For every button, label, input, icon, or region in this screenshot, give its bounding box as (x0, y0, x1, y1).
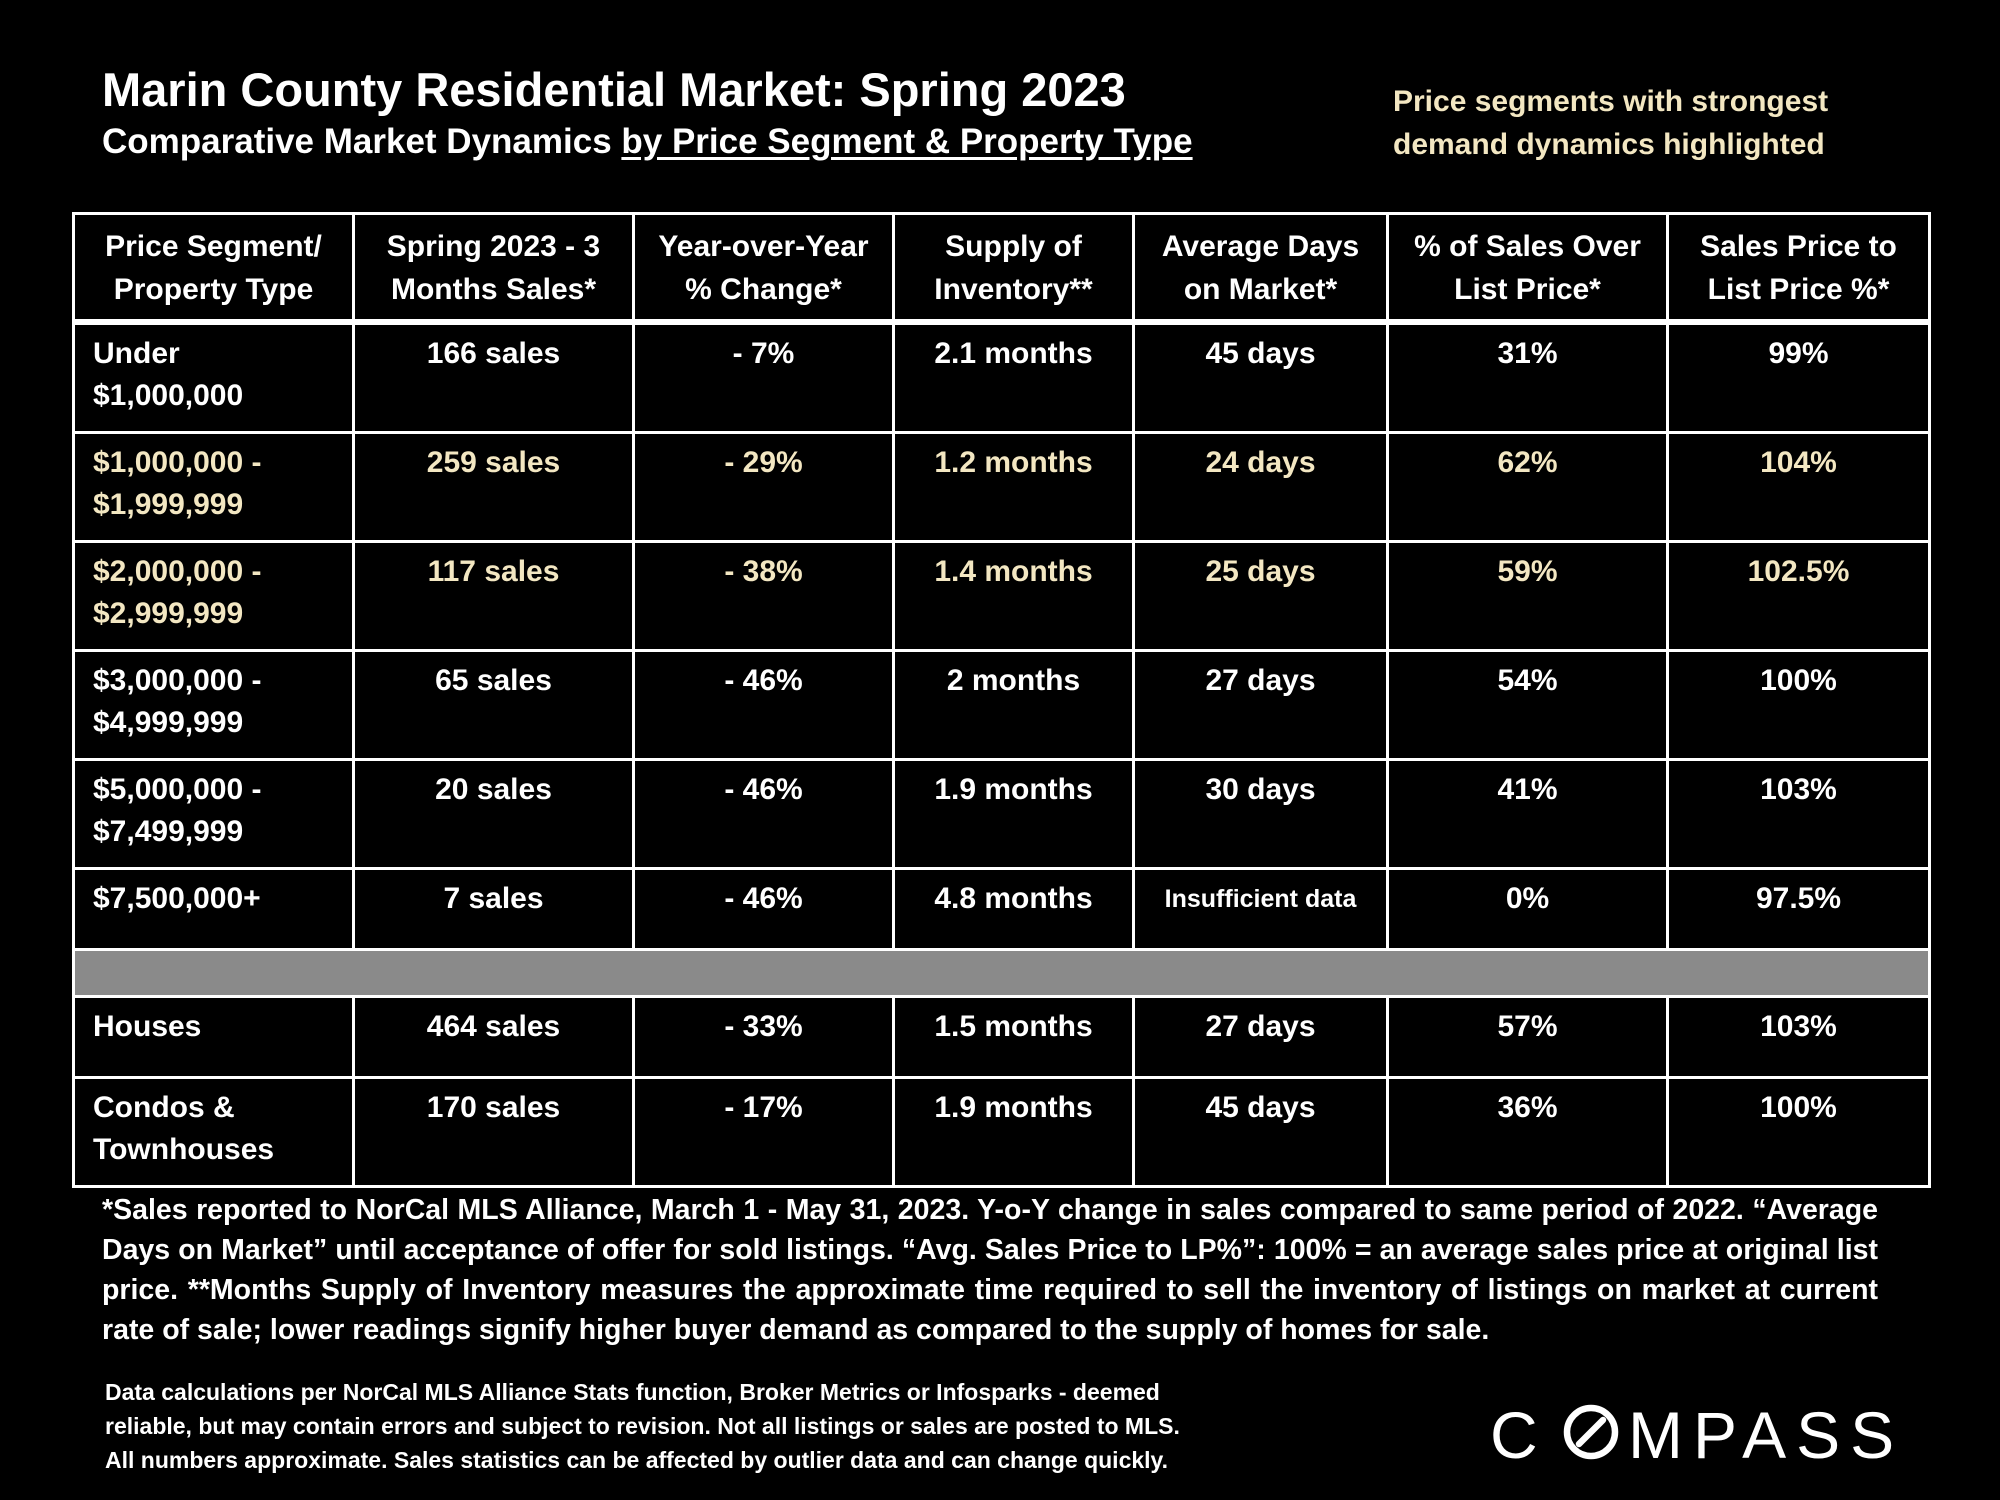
dom-cell: 24 days (1132, 431, 1389, 543)
table-row: Condos & Townhouses 170 sales - 17% 1.9 m… (72, 1076, 1931, 1188)
subtitle-underlined: by Price Segment & Property Type (621, 122, 1193, 161)
col-header-sp-lp: Sales Price to List Price %* (1666, 212, 1931, 325)
table-row-highlighted: $2,000,000 - $2,999,999 117 sales - 38% 1… (72, 540, 1931, 652)
disclaimer-line: All numbers approximate. Sales statistic… (105, 1447, 1169, 1473)
logo-o-ring (1563, 1404, 1619, 1460)
supply-cell: 1.5 months (892, 995, 1135, 1079)
over-list-cell: 59% (1386, 540, 1669, 652)
over-list-cell: 57% (1386, 995, 1669, 1079)
col-header-over-list: % of Sales Over List Price* (1386, 212, 1669, 325)
compass-logo: C MPASS (1490, 1398, 1904, 1472)
property-type-cell: Condos & Townhouses (72, 1076, 355, 1188)
table-header-row: Price Segment/Property Type Spring 2023 … (72, 212, 1931, 325)
supply-cell: 1.4 months (892, 540, 1135, 652)
sp-lp-cell: 103% (1666, 758, 1931, 870)
yoy-cell: - 46% (632, 758, 895, 870)
page-title: Marin County Residential Market: Spring … (102, 63, 1126, 116)
segment-cell: Under $1,000,000 (72, 320, 355, 434)
sales-cell: 7 sales (352, 867, 635, 951)
segment-cell: $7,500,000+ (72, 867, 355, 951)
separator-band (72, 948, 1931, 998)
sales-cell: 65 sales (352, 649, 635, 761)
yoy-cell: - 33% (632, 995, 895, 1079)
sales-cell: 166 sales (352, 320, 635, 434)
col-header-supply: Supply of Inventory** (892, 212, 1135, 325)
page-subtitle: Comparative Market Dynamics by Price Seg… (102, 122, 1193, 162)
sp-lp-cell: 97.5% (1666, 867, 1931, 951)
col-header-segment: Price Segment/Property Type (72, 212, 355, 325)
supply-cell: 1.9 months (892, 758, 1135, 870)
over-list-cell: 31% (1386, 320, 1669, 434)
disclaimer-line: Data calculations per NorCal MLS Allianc… (105, 1379, 1160, 1405)
sp-lp-cell: 102.5% (1666, 540, 1931, 652)
sales-cell: 117 sales (352, 540, 635, 652)
yoy-cell: - 17% (632, 1076, 895, 1188)
sales-cell: 20 sales (352, 758, 635, 870)
yoy-cell: - 38% (632, 540, 895, 652)
yoy-cell: - 46% (632, 867, 895, 951)
dom-cell: 27 days (1132, 995, 1389, 1079)
sales-cell: 170 sales (352, 1076, 635, 1188)
dom-cell: 25 days (1132, 540, 1389, 652)
yoy-cell: - 46% (632, 649, 895, 761)
sales-cell: 464 sales (352, 995, 635, 1079)
market-dynamics-table: Price Segment/Property Type Spring 2023 … (72, 212, 1931, 1188)
table-separator-row (72, 948, 1931, 998)
col-header-yoy: Year-over-Year% Change* (632, 212, 895, 325)
supply-cell: 1.9 months (892, 1076, 1135, 1188)
col-header-sales: Spring 2023 - 3 Months Sales* (352, 212, 635, 325)
col-header-dom: Average Days on Market* (1132, 212, 1389, 325)
yoy-cell: - 29% (632, 431, 895, 543)
table-row: Under $1,000,000 166 sales - 7% 2.1 month… (72, 320, 1931, 434)
supply-cell: 2.1 months (892, 320, 1135, 434)
highlight-note-line1: Price segments with strongest (1393, 85, 1829, 118)
sales-cell: 259 sales (352, 431, 635, 543)
sp-lp-cell: 103% (1666, 995, 1931, 1079)
yoy-cell: - 7% (632, 320, 895, 434)
sp-lp-cell: 99% (1666, 320, 1931, 434)
over-list-cell: 36% (1386, 1076, 1669, 1188)
table-row: $3,000,000 - $4,999,999 65 sales - 46% 2 … (72, 649, 1931, 761)
logo-o-slash (1575, 1416, 1607, 1448)
supply-cell: 2 months (892, 649, 1135, 761)
segment-cell: $2,000,000 - $2,999,999 (72, 540, 355, 652)
over-list-cell: 54% (1386, 649, 1669, 761)
over-list-cell: 0% (1386, 867, 1669, 951)
over-list-cell: 41% (1386, 758, 1669, 870)
table-row-highlighted: $1,000,000 - $1,999,999 259 sales - 29% 1… (72, 431, 1931, 543)
dom-cell: 45 days (1132, 1076, 1389, 1188)
segment-cell: $5,000,000 - $7,499,999 (72, 758, 355, 870)
sp-lp-cell: 100% (1666, 1076, 1931, 1188)
supply-cell: 1.2 months (892, 431, 1135, 543)
disclaimer-line: reliable, but may contain errors and sub… (105, 1413, 1180, 1439)
sp-lp-cell: 100% (1666, 649, 1931, 761)
dom-cell: 30 days (1132, 758, 1389, 870)
supply-cell: 4.8 months (892, 867, 1135, 951)
dom-cell: Insufficient data (1132, 867, 1389, 951)
segment-cell: $1,000,000 - $1,999,999 (72, 431, 355, 543)
logo-text-c: C (1490, 1398, 1542, 1472)
highlight-legend-note: Price segments with strongest demand dyn… (1393, 80, 1828, 166)
property-type-cell: Houses (72, 995, 355, 1079)
segment-cell: $3,000,000 - $4,999,999 (72, 649, 355, 761)
table-row: Houses 464 sales - 33% 1.5 months 27 day… (72, 995, 1931, 1079)
dom-cell: 45 days (1132, 320, 1389, 434)
table-row: $5,000,000 - $7,499,999 20 sales - 46% 1.… (72, 758, 1931, 870)
data-disclaimer: Data calculations per NorCal MLS Allianc… (105, 1375, 1325, 1477)
sp-lp-cell: 104% (1666, 431, 1931, 543)
logo-text-mpass: MPASS (1628, 1398, 1904, 1472)
highlight-note-line2: demand dynamics highlighted (1393, 128, 1825, 161)
subtitle-text: Comparative Market Dynamics (102, 122, 622, 161)
footnote: *Sales reported to NorCal MLS Alliance, … (102, 1194, 1878, 1346)
dom-cell: 27 days (1132, 649, 1389, 761)
over-list-cell: 62% (1386, 431, 1669, 543)
table-row: $7,500,000+ 7 sales - 46% 4.8 months Ins… (72, 867, 1931, 951)
